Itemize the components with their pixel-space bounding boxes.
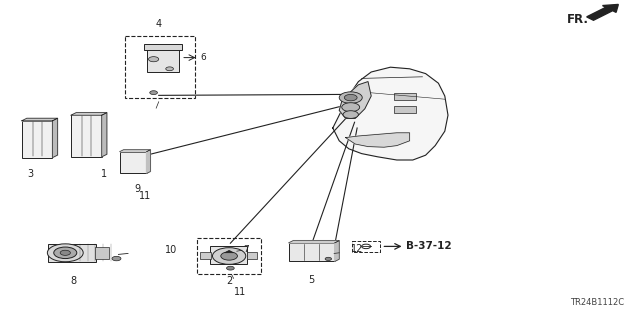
Text: 2: 2 xyxy=(226,276,232,286)
Bar xyxy=(394,93,416,100)
Text: 6: 6 xyxy=(200,53,206,62)
Circle shape xyxy=(342,103,360,112)
Text: 8: 8 xyxy=(70,276,77,286)
Circle shape xyxy=(339,92,362,103)
Circle shape xyxy=(221,252,237,260)
Circle shape xyxy=(112,256,121,261)
Text: 11: 11 xyxy=(234,287,246,297)
Polygon shape xyxy=(71,113,107,115)
Polygon shape xyxy=(225,250,234,253)
Text: 11: 11 xyxy=(139,191,152,201)
Text: 5: 5 xyxy=(308,275,315,284)
Text: 1: 1 xyxy=(101,169,108,179)
Bar xyxy=(210,246,247,264)
Bar xyxy=(95,247,109,259)
Bar xyxy=(289,243,335,261)
Circle shape xyxy=(325,257,332,260)
Text: FR.: FR. xyxy=(567,13,589,26)
Polygon shape xyxy=(289,241,339,243)
Polygon shape xyxy=(333,67,448,160)
Circle shape xyxy=(344,94,357,101)
Bar xyxy=(71,115,102,157)
FancyArrow shape xyxy=(587,4,618,20)
Text: 3: 3 xyxy=(28,169,34,179)
Polygon shape xyxy=(147,150,150,173)
Polygon shape xyxy=(102,113,107,157)
Polygon shape xyxy=(339,82,371,118)
Polygon shape xyxy=(120,150,150,152)
Text: B-37-12: B-37-12 xyxy=(406,241,452,252)
Circle shape xyxy=(212,248,246,264)
Circle shape xyxy=(227,266,234,270)
Polygon shape xyxy=(52,118,58,157)
Text: 4: 4 xyxy=(156,19,162,28)
Bar xyxy=(120,152,147,173)
Text: 10: 10 xyxy=(165,245,178,255)
Bar xyxy=(22,121,52,158)
Bar xyxy=(144,44,182,50)
Text: 7: 7 xyxy=(243,245,249,254)
Text: 12: 12 xyxy=(351,244,363,254)
Bar xyxy=(197,237,261,275)
Circle shape xyxy=(343,111,358,118)
Circle shape xyxy=(54,247,77,259)
Circle shape xyxy=(148,57,159,62)
Bar xyxy=(352,241,380,252)
Text: 9: 9 xyxy=(134,184,141,194)
Circle shape xyxy=(166,67,173,71)
Bar xyxy=(125,36,195,99)
Polygon shape xyxy=(22,118,58,121)
Circle shape xyxy=(150,91,157,94)
Circle shape xyxy=(60,250,70,255)
Bar xyxy=(200,252,211,259)
Bar xyxy=(147,48,179,72)
Bar xyxy=(394,106,416,113)
Polygon shape xyxy=(335,241,339,261)
Polygon shape xyxy=(346,133,410,147)
Circle shape xyxy=(47,244,83,262)
Text: TR24B1112C: TR24B1112C xyxy=(570,298,624,307)
Bar xyxy=(48,244,96,262)
Bar xyxy=(247,252,257,259)
